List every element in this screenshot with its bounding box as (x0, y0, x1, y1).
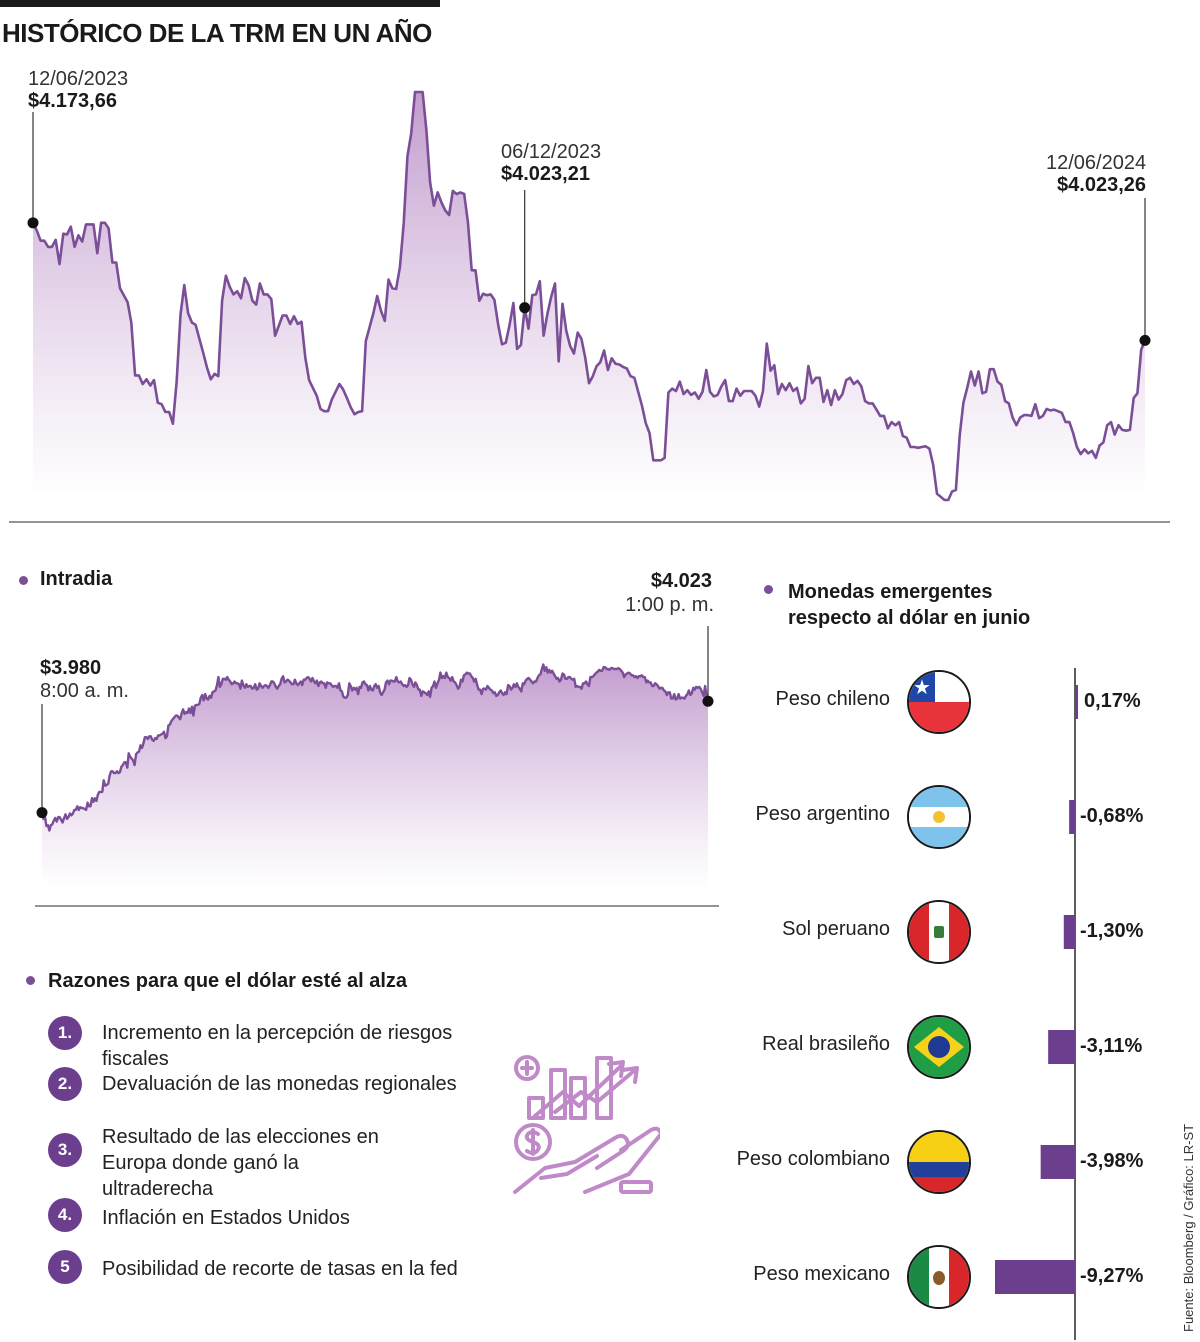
annual-marker-point-1 (519, 302, 531, 314)
colombia-flag-icon (907, 1130, 971, 1194)
currencies-title: Monedas emergentes respecto al dólar en … (788, 581, 1031, 629)
reason-number-4: 4. (48, 1198, 82, 1232)
reason-number-1: 1. (48, 1016, 82, 1050)
intraday-chart (35, 626, 719, 907)
money-growth-hand-icon (513, 1055, 660, 1194)
reason-text-4: Inflación en Estados Unidos (102, 1207, 350, 1229)
intraday-end-value: $4.023 (650, 570, 712, 592)
argentina-flag-icon (907, 785, 971, 849)
intraday-marker-point-0 (36, 807, 48, 819)
currency-change-label: -0,68% (1080, 805, 1144, 827)
currency-name: Sol peruano (782, 918, 890, 940)
currency-change-label: -1,30% (1080, 920, 1144, 942)
currency-change-label: -3,98% (1080, 1150, 1144, 1172)
source-credit: Fuente: Bloomberg / Gráfico: LR-ST (1181, 1123, 1196, 1332)
currency-name: Peso colombiano (736, 1148, 890, 1170)
svg-text:★: ★ (913, 675, 931, 699)
currency-name: Real brasileño (762, 1033, 890, 1055)
annual-trm-chart (9, 90, 1170, 523)
annual-marker-point-0 (27, 217, 39, 229)
currency-change-label: 0,17% (1084, 690, 1141, 712)
peru-flag-icon (907, 900, 971, 964)
annual-end-value: $4.023,26 (1057, 174, 1146, 196)
intraday-title: Intradia (40, 568, 113, 590)
bar-mexico (995, 1260, 1075, 1294)
reason-number-5: 5 (48, 1250, 82, 1284)
intraday-line (40, 663, 710, 832)
currency-change-label: -3,11% (1080, 1035, 1143, 1057)
intraday-marker-point-1 (702, 695, 714, 707)
intraday-start-time: 8:00 a. m. (40, 680, 129, 702)
currency-name: Peso argentino (755, 803, 890, 825)
intraday-area (42, 664, 708, 888)
reason-text-2: Devaluación de las monedas regionales (102, 1073, 457, 1095)
page-title: HISTÓRICO DE LA TRM EN UN AÑO (2, 18, 432, 48)
intraday-start-value: $3.980 (40, 657, 102, 679)
reason-text-3: Resultado de las elecciones en Europa do… (102, 1126, 379, 1200)
mexico-flag-icon (907, 1245, 971, 1309)
currency-change-label: -9,27% (1080, 1265, 1144, 1287)
currency-name: Peso mexicano (753, 1263, 890, 1285)
reasons-title: Razones para que el dólar esté al alza (48, 970, 408, 992)
intraday-bullet (19, 576, 28, 585)
annual-area (33, 92, 1145, 500)
reason-text-5: Posibilidad de recorte de tasas en la fe… (102, 1258, 458, 1280)
annual-mid-value: $4.023,21 (501, 163, 590, 185)
bar-brazil (1048, 1030, 1075, 1064)
bar-argentina (1069, 800, 1075, 834)
annual-start-date: 12/06/2023 (28, 68, 129, 90)
reason-number-2: 2. (48, 1067, 82, 1101)
annual-line (31, 90, 1147, 502)
brazil-flag-icon (907, 1015, 971, 1079)
bar-chile (1075, 685, 1078, 719)
currency-name: Peso chileno (775, 688, 890, 710)
annual-mid-date: 06/12/2023 (501, 141, 602, 163)
reason-text-1: Incremento en la percepción de riesgos f… (102, 1022, 453, 1070)
bar-peru (1063, 915, 1075, 949)
chile-flag-icon: ★ (907, 670, 971, 734)
currencies-bullet (764, 585, 773, 594)
reasons-bullet (26, 976, 35, 985)
annual-start-value: $4.173,66 (28, 90, 117, 112)
bar-colombia (1040, 1145, 1075, 1179)
annual-marker-point-2 (1139, 334, 1151, 346)
annual-end-date: 12/06/2024 (1046, 152, 1147, 174)
intraday-end-time: 1:00 p. m. (625, 594, 714, 616)
title-bar (0, 0, 440, 7)
reason-number-3: 3. (48, 1133, 82, 1167)
currencies-bar-chart (995, 668, 1078, 1340)
